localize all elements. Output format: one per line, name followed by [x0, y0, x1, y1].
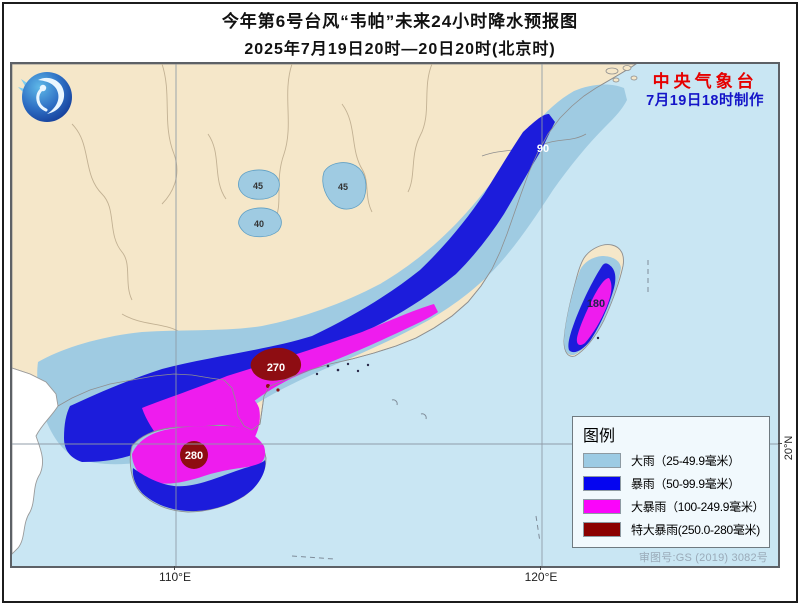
- swatch-rainstorm: [583, 476, 621, 491]
- legend-label-heavy-rain: 大雨（25-49.9毫米）: [631, 454, 740, 468]
- label-fujian-90: 90: [537, 143, 549, 155]
- page-title: 今年第6号台风“韦帕”未来24小时降水预报图: [221, 12, 579, 31]
- swatch-heavy-rainstorm: [583, 499, 621, 514]
- taiwan-island: [563, 244, 624, 357]
- outside-region-vietnam: [12, 367, 59, 555]
- inland-rain-blobs: [237, 162, 367, 238]
- lon-tick-120e: [540, 566, 541, 570]
- legend-label-rainstorm: 暴雨（50-99.9毫米）: [631, 477, 740, 491]
- lon-tick-110e: [174, 566, 175, 570]
- legend-row-heavy-rainstorm: 大暴雨（100-249.9毫米）: [583, 498, 765, 515]
- agency-issue-time: 7月19日18时制作: [646, 93, 764, 110]
- legend-label-heavy-rainstorm: 大暴雨（100-249.9毫米）: [631, 500, 765, 514]
- lon-label-120e: 120°E: [524, 570, 558, 584]
- legend-title: 图例: [583, 428, 616, 445]
- province-boundaries: [71, 64, 433, 333]
- coastline-stroke: [57, 64, 637, 431]
- map-approval-number: 审图号:GS (2019) 3082号: [638, 552, 768, 564]
- label-taiwan-180: 180: [587, 298, 605, 310]
- legend-row-rainstorm: 暴雨（50-99.9毫米）: [583, 475, 763, 492]
- label-blob1: 45: [253, 181, 263, 191]
- legend-box: 图例 大雨（25-49.9毫米） 暴雨（50-99.9毫米） 大暴雨（100-2…: [572, 416, 770, 548]
- agency-name: 中央气象台: [652, 72, 758, 91]
- cma-logo: [17, 67, 75, 125]
- forecast-map: 45 45 40 90 270 280 180: [10, 62, 780, 568]
- swatch-extreme-rainstorm: [583, 522, 621, 537]
- page-subtitle: 2025年7月19日20时—20日20时(北京时): [244, 41, 556, 58]
- lon-label-110e: 110°E: [159, 570, 191, 584]
- title-block: 今年第6号台风“韦帕”未来24小时降水预报图 2025年7月19日20时—20日…: [0, 7, 800, 59]
- label-guangdong-270: 270: [267, 362, 285, 374]
- rainfall-value-labels: 45 45 40 90 270 280 180: [185, 143, 605, 462]
- lat-tick-20n: [778, 443, 782, 444]
- label-blob3: 40: [254, 219, 264, 229]
- small-islands: [291, 65, 649, 560]
- legend-label-extreme-rainstorm: 特大暴雨(250.0-280毫米): [631, 523, 760, 537]
- swatch-heavy-rain: [583, 453, 621, 468]
- extreme-rainstorm-blob: [250, 347, 302, 381]
- label-hainan-280: 280: [185, 450, 203, 462]
- legend-row-extreme-rainstorm: 特大暴雨(250.0-280毫米): [583, 521, 763, 538]
- hainan-island: [129, 424, 267, 513]
- label-blob2: 45: [338, 182, 348, 192]
- legend-row-heavy-rain: 大雨（25-49.9毫米）: [583, 452, 763, 469]
- agency-block: 中央气象台 7月19日18时制作: [646, 71, 764, 110]
- lat-label-20n: 20°N: [783, 435, 795, 461]
- extreme-rainstorm-hainan: [180, 441, 208, 469]
